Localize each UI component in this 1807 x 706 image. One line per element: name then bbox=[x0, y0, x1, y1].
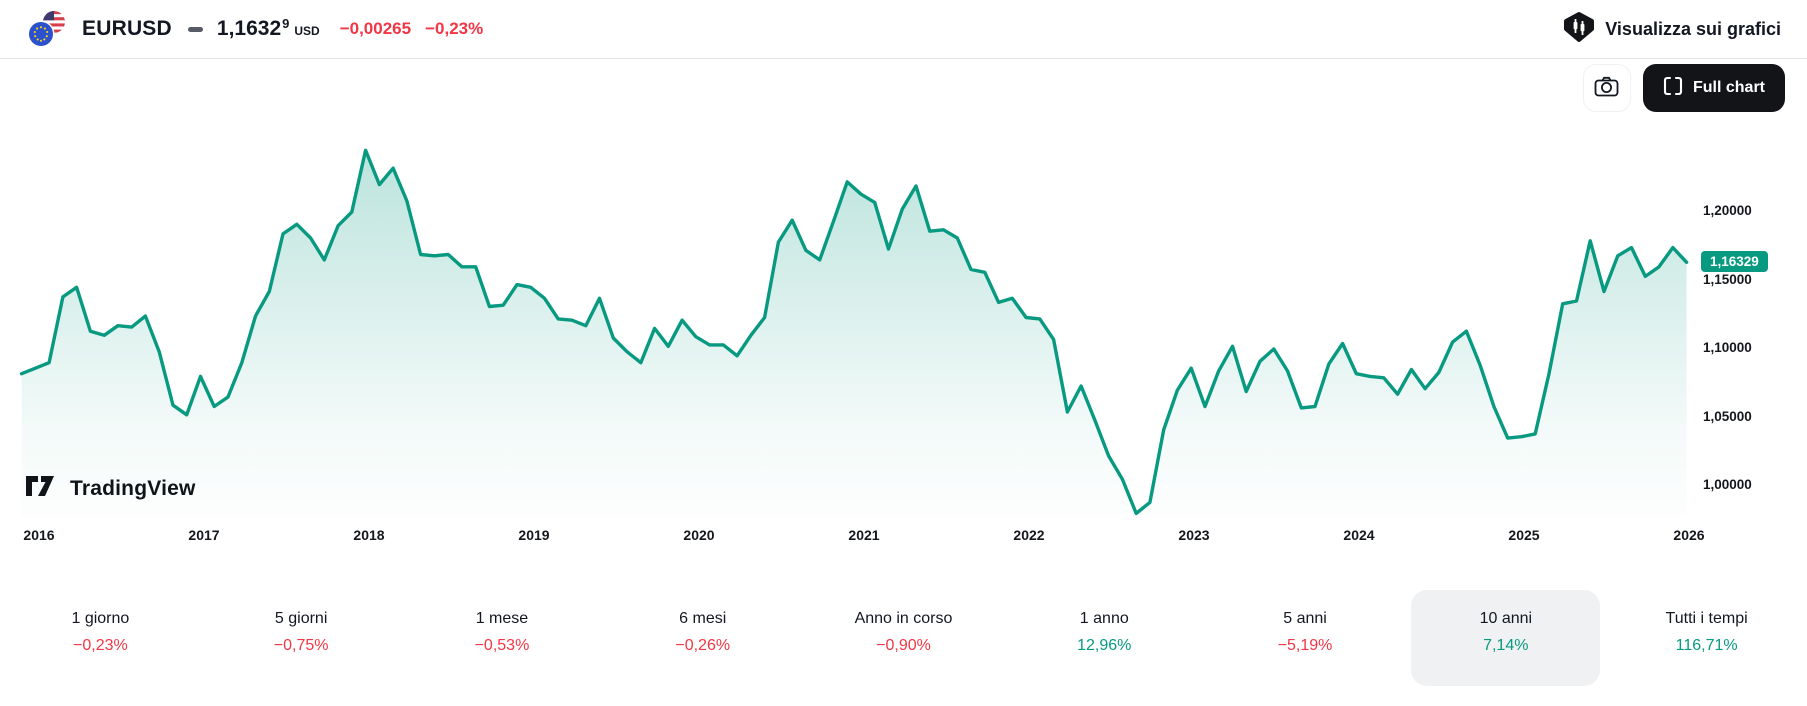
price-axis-label: 1,00000 bbox=[1703, 477, 1752, 492]
current-price-badge: 1,16329 bbox=[1701, 251, 1768, 273]
stat-change-value: −0,75% bbox=[273, 637, 329, 654]
symbol-info: EURUSD 1,1632 9 USD −0,00265 −0,23% bbox=[24, 9, 483, 49]
stat-change-value: −0,23% bbox=[73, 637, 128, 654]
last-price-fraction: 9 bbox=[282, 16, 290, 31]
time-axis-label: 2017 bbox=[188, 527, 220, 543]
stat-cell-5-giorni[interactable]: 5 giorni −0,75% bbox=[207, 590, 396, 686]
stat-change-value: −5,19% bbox=[1277, 637, 1333, 654]
time-axis-label: 2023 bbox=[1178, 527, 1210, 543]
chart-area[interactable]: Full chart 1,20000 1,15000 1,10000 1,05000 1… bbox=[0, 58, 1807, 606]
fullscreen-icon bbox=[1663, 76, 1683, 101]
stat-change-value: −0,90% bbox=[876, 637, 931, 654]
stat-cell-6-mesi[interactable]: 6 mesi −0,26% bbox=[608, 590, 797, 686]
stat-period-label: 6 mesi bbox=[679, 610, 727, 627]
last-price-main: 1,1632 bbox=[216, 17, 282, 40]
tradingview-logo-icon bbox=[1563, 11, 1595, 48]
watermark-label: TradingView bbox=[70, 477, 196, 500]
view-on-charts-link[interactable]: Visualizza sui grafici bbox=[1563, 0, 1781, 58]
snapshot-button[interactable] bbox=[1582, 64, 1631, 112]
view-on-charts-label: Visualizza sui grafici bbox=[1605, 18, 1781, 39]
stat-period-label: 1 mese bbox=[475, 610, 529, 627]
chart-toolbar: Full chart bbox=[1582, 64, 1785, 112]
stat-change-value: −0,53% bbox=[474, 637, 530, 654]
price-change: −0,00265 bbox=[339, 19, 412, 38]
stat-change-value: −0,26% bbox=[675, 637, 731, 654]
flag-eu-icon bbox=[29, 22, 53, 46]
time-axis-label: 2026 bbox=[1673, 527, 1705, 543]
price-axis-label: 1,05000 bbox=[1703, 408, 1752, 424]
performance-stats-row: 1 giorno −0,23% 5 giorni −0,75% 1 mese −0,53%… bbox=[0, 590, 1807, 686]
stat-change-value: 116,71% bbox=[1675, 637, 1738, 654]
stat-change-value: 7,14% bbox=[1483, 637, 1529, 654]
time-axis-label: 2024 bbox=[1343, 527, 1375, 543]
stat-period-label: Tutti i tempi bbox=[1665, 610, 1748, 627]
stat-period-label: 5 giorni bbox=[274, 610, 328, 627]
stat-cell-10-anni[interactable]: 10 anni 7,14% bbox=[1411, 590, 1601, 686]
stat-cell-1-giorno[interactable]: 1 giorno −0,23% bbox=[6, 590, 195, 686]
time-axis-label: 2021 bbox=[848, 527, 880, 543]
time-axis-label: 2025 bbox=[1508, 527, 1540, 543]
stat-cell-tutti-i-tempi[interactable]: Tutti i tempi 116,71% bbox=[1612, 590, 1801, 686]
eurusd-flag-pair-icon bbox=[24, 9, 70, 49]
stat-cell-anno-in-corso[interactable]: Anno in corso −0,90% bbox=[809, 590, 998, 686]
time-axis-label: 2020 bbox=[683, 527, 715, 543]
time-axis-label: 2022 bbox=[1013, 527, 1045, 543]
price-axis-label: 1,20000 bbox=[1703, 203, 1752, 218]
time-axis-label: 2019 bbox=[518, 527, 550, 543]
price-axis-label: 1,15000 bbox=[1703, 271, 1752, 287]
stat-period-label: 1 giorno bbox=[71, 610, 130, 627]
price-change-percent: −0,23% bbox=[425, 19, 484, 38]
tradingview-watermark-logo-icon bbox=[25, 475, 61, 503]
full-chart-button[interactable]: Full chart bbox=[1642, 64, 1785, 112]
price-area-chart[interactable] bbox=[0, 58, 1807, 528]
price-axis-label: 1,10000 bbox=[1703, 340, 1752, 355]
symbol-name: EURUSD bbox=[82, 17, 172, 40]
camera-icon bbox=[1593, 73, 1620, 103]
time-axis-label: 2016 bbox=[23, 527, 55, 543]
tradingview-watermark[interactable]: TradingView bbox=[25, 475, 196, 503]
minus-icon bbox=[187, 26, 203, 32]
full-chart-label: Full chart bbox=[1692, 79, 1765, 96]
stat-cell-1-mese[interactable]: 1 mese −0,53% bbox=[408, 590, 597, 686]
price-currency: USD bbox=[294, 24, 320, 38]
stat-cell-1-anno[interactable]: 1 anno 12,96% bbox=[1010, 590, 1199, 686]
stat-change-value: 12,96% bbox=[1077, 637, 1132, 654]
price-line bbox=[19, 148, 1689, 516]
stat-period-label: 5 anni bbox=[1283, 610, 1327, 627]
stat-period-label: Anno in corso bbox=[854, 610, 953, 627]
symbol-header: EURUSD 1,1632 9 USD −0,00265 −0,23% Visua… bbox=[0, 0, 1807, 59]
time-axis-label: 2018 bbox=[353, 527, 385, 543]
area-fill bbox=[21, 150, 1687, 516]
stat-cell-5-anni[interactable]: 5 anni −5,19% bbox=[1211, 590, 1400, 686]
last-price: 1,1632 9 USD bbox=[216, 16, 320, 41]
stat-period-label: 1 anno bbox=[1079, 610, 1129, 627]
stat-period-label: 10 anni bbox=[1479, 610, 1533, 627]
